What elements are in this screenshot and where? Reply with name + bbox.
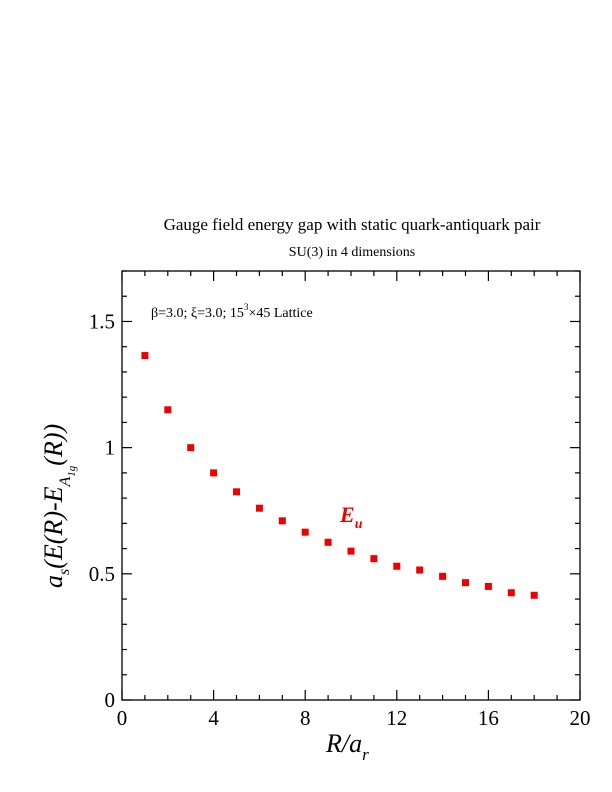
annotation-prefix: β=3.0; ξ=3.0; 15 xyxy=(151,306,244,321)
data-point xyxy=(462,579,469,587)
data-point xyxy=(210,469,218,477)
x-axis-ticks xyxy=(121,271,581,700)
y-tick-label: 1.5 xyxy=(89,309,115,333)
data-point xyxy=(439,572,447,580)
x-tick-label: 16 xyxy=(478,706,499,730)
y-axis-label-a: a xyxy=(39,575,68,588)
x-tick-label: 20 xyxy=(570,706,591,730)
data-point xyxy=(255,504,263,512)
chart-subtitle: SU(3) in 4 dimensions xyxy=(289,245,415,260)
data-point xyxy=(416,566,424,574)
data-point xyxy=(324,538,332,546)
data-point xyxy=(187,444,195,452)
y-tick-label: 0.5 xyxy=(89,562,115,586)
annotation-superscript: 3 xyxy=(244,302,249,312)
data-point xyxy=(278,517,286,525)
data-point xyxy=(233,488,240,496)
data-point xyxy=(347,547,355,555)
y-axis-label-sub-a: A xyxy=(57,476,74,487)
series-label-main: E xyxy=(339,502,355,527)
data-point xyxy=(393,562,401,570)
x-tick-label: 12 xyxy=(386,706,407,730)
series-label-sub: u xyxy=(355,517,363,532)
y-axis-label-end: (R)) xyxy=(39,424,68,466)
y-tick-label: 1 xyxy=(105,436,116,460)
data-point xyxy=(141,352,149,360)
x-axis-label: R/ar xyxy=(325,729,369,764)
annotation-suffix: ×45 Lattice xyxy=(248,306,312,321)
y-axis-label-middle: (E(R)-E xyxy=(39,486,68,568)
plot-frame xyxy=(121,270,581,701)
y-tick-label: 0 xyxy=(105,688,116,712)
x-tick-label: 0 xyxy=(117,706,128,730)
y-axis-label-a-sub: s xyxy=(56,569,73,575)
data-point xyxy=(530,591,538,599)
y-axis-ticks xyxy=(122,270,580,701)
data-point xyxy=(484,582,492,590)
chart-title: Gauge field energy gap with static quark… xyxy=(164,215,541,234)
data-point xyxy=(301,528,309,536)
y-axis-label-sub-1g: 1g xyxy=(66,465,78,477)
data-point xyxy=(164,406,172,414)
x-axis-label-main: R/a xyxy=(325,729,362,758)
x-tick-label: 4 xyxy=(208,706,219,730)
x-axis-tick-labels: 0 4 8 12 16 20 xyxy=(117,706,591,730)
data-point xyxy=(507,589,515,597)
lattice-annotation: β=3.0; ξ=3.0; 153×45 Lattice xyxy=(151,302,313,321)
data-point xyxy=(370,555,378,563)
series-label-eu: Eu xyxy=(339,502,363,532)
y-axis-label: as(E(R)-EA1g(R)) xyxy=(39,424,78,588)
x-tick-label: 8 xyxy=(300,706,311,730)
data-points xyxy=(141,352,538,599)
x-axis-label-sub: r xyxy=(362,745,369,764)
y-axis-tick-labels: 0 0.5 1 1.5 xyxy=(89,309,115,712)
